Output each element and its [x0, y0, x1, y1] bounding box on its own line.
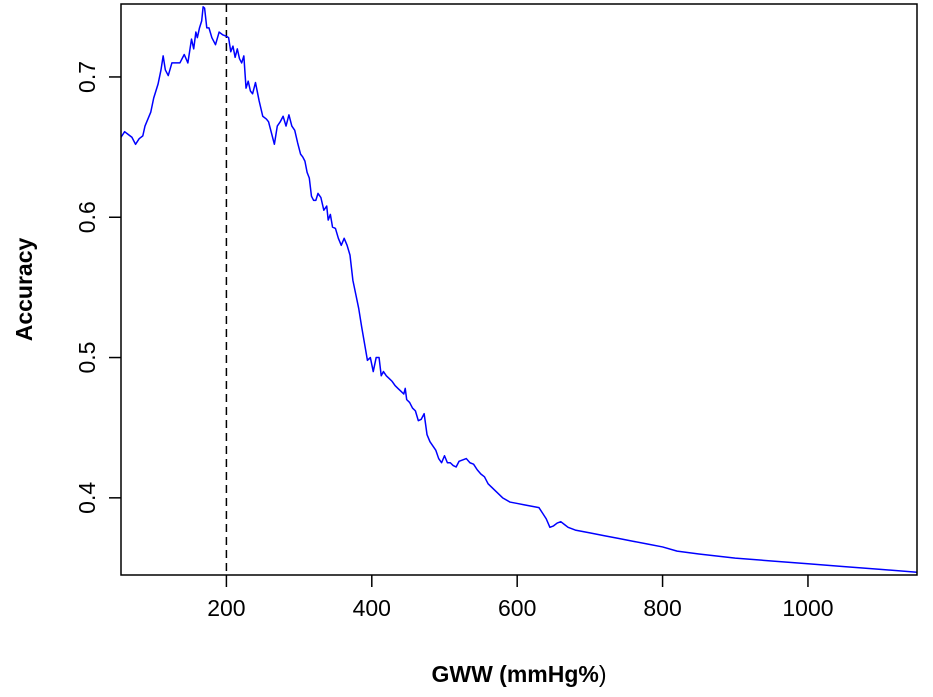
x-axis-title-bold: GWW (mmHg%	[431, 661, 598, 687]
y-axis-title: Accuracy	[11, 238, 37, 342]
x-axis-title: GWW (mmHg%)	[431, 661, 606, 687]
x-tick-label: 400	[353, 595, 391, 621]
y-tick-label: 0.6	[74, 201, 100, 233]
x-axis-title-plain: )	[599, 661, 607, 687]
x-tick-label: 800	[643, 595, 681, 621]
x-tick-label: 600	[498, 595, 536, 621]
plot-frame	[120, 3, 918, 576]
y-tick-label: 0.4	[74, 482, 100, 514]
y-tick-label: 0.5	[74, 342, 100, 374]
x-tick-label: 1000	[782, 595, 833, 621]
x-tick-label: 200	[207, 595, 245, 621]
accuracy-series-line	[120, 6, 918, 573]
y-axis: 0.4 0.5 0.6 0.7	[74, 61, 121, 514]
y-tick-label: 0.7	[74, 61, 100, 93]
x-axis: 200 400 600 800 1000	[207, 575, 834, 621]
